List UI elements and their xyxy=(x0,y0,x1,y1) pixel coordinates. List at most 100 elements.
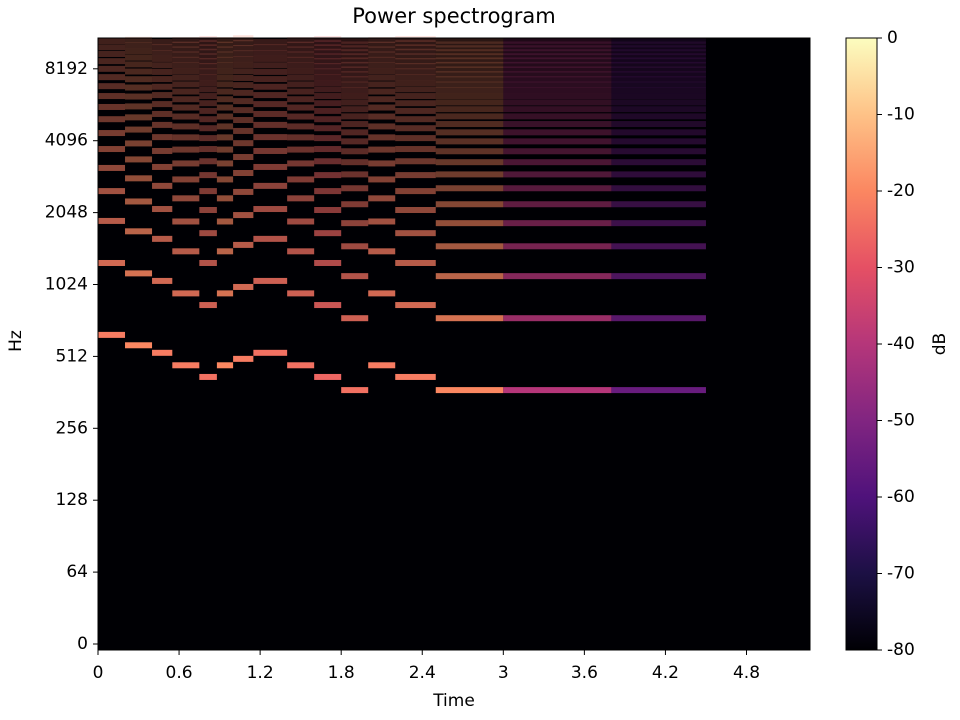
harmonic xyxy=(368,96,396,103)
x-tick-label: 1.2 xyxy=(247,663,274,683)
harmonic xyxy=(98,58,126,65)
fundamental xyxy=(368,362,396,369)
harmonic xyxy=(216,96,234,103)
harmonic xyxy=(287,218,315,225)
harmonic xyxy=(125,84,153,91)
harmonic xyxy=(233,212,254,219)
harmonic xyxy=(287,88,315,95)
harmonic xyxy=(314,125,342,132)
fundamental xyxy=(395,373,436,380)
harmonic xyxy=(368,88,396,95)
harmonic xyxy=(611,87,706,94)
harmonic xyxy=(125,175,153,182)
harmonic xyxy=(233,107,254,114)
harmonic xyxy=(253,182,288,189)
harmonic xyxy=(199,158,217,165)
harmonic xyxy=(503,243,612,250)
harmonic xyxy=(435,53,504,60)
harmonic xyxy=(253,83,288,90)
harmonic xyxy=(314,35,342,42)
harmonic xyxy=(611,76,706,83)
harmonic xyxy=(172,74,200,81)
harmonic xyxy=(98,146,126,153)
harmonic xyxy=(152,83,173,90)
harmonic xyxy=(368,176,396,183)
harmonic xyxy=(199,86,217,93)
harmonic xyxy=(216,68,234,75)
y-tick-label: 512 xyxy=(56,346,88,366)
harmonic xyxy=(314,188,342,195)
harmonic xyxy=(253,121,288,128)
harmonic xyxy=(314,172,342,179)
harmonic xyxy=(314,230,342,237)
harmonic xyxy=(314,48,342,55)
harmonic xyxy=(216,74,234,81)
harmonic xyxy=(611,41,706,48)
harmonic xyxy=(216,113,234,120)
harmonic xyxy=(152,235,173,242)
harmonic xyxy=(253,44,288,51)
harmonic xyxy=(341,138,369,145)
harmonic xyxy=(503,93,612,100)
harmonic xyxy=(395,135,436,142)
harmonic xyxy=(287,290,315,297)
plot-background xyxy=(98,38,810,650)
harmonic xyxy=(314,53,342,60)
harmonic xyxy=(125,114,153,121)
harmonic xyxy=(152,134,173,141)
harmonic xyxy=(253,134,288,141)
harmonic xyxy=(172,134,200,141)
harmonic xyxy=(216,176,234,183)
harmonic xyxy=(216,46,234,53)
harmonic xyxy=(368,113,396,120)
harmonic xyxy=(216,56,234,63)
harmonic xyxy=(395,93,436,100)
harmonic xyxy=(395,207,436,214)
harmonic xyxy=(368,81,396,88)
harmonic xyxy=(233,45,254,52)
harmonic xyxy=(368,51,396,58)
harmonic xyxy=(233,82,254,89)
harmonic xyxy=(199,259,217,266)
harmonic xyxy=(287,51,315,58)
harmonic xyxy=(98,93,126,100)
harmonic xyxy=(152,163,173,170)
harmonic xyxy=(253,101,288,108)
harmonic xyxy=(199,188,217,195)
harmonic xyxy=(368,56,396,63)
fundamental xyxy=(199,373,217,380)
x-tick-label: 1.8 xyxy=(328,663,355,683)
harmonic xyxy=(611,220,706,227)
harmonic xyxy=(503,129,612,136)
harmonic xyxy=(435,171,504,178)
harmonic xyxy=(395,188,436,195)
harmonic xyxy=(125,61,153,68)
harmonic xyxy=(395,158,436,165)
harmonic xyxy=(125,36,153,43)
harmonic xyxy=(503,138,612,145)
harmonic xyxy=(341,121,369,128)
harmonic xyxy=(435,159,504,166)
harmonic xyxy=(341,171,369,178)
harmonic xyxy=(395,44,436,51)
harmonic xyxy=(341,87,369,94)
harmonic xyxy=(152,76,173,83)
harmonic xyxy=(314,146,342,153)
harmonic xyxy=(216,290,234,297)
harmonic xyxy=(216,88,234,95)
harmonic xyxy=(233,127,254,134)
harmonic xyxy=(233,170,254,177)
harmonic xyxy=(368,218,396,225)
harmonic xyxy=(341,76,369,83)
fundamental xyxy=(98,331,126,338)
harmonic xyxy=(435,66,504,73)
harmonic xyxy=(233,117,254,124)
harmonic xyxy=(435,220,504,227)
x-tick-label: 3 xyxy=(498,663,509,683)
y-axis-label: Hz xyxy=(6,330,26,352)
x-tick-label: 0 xyxy=(93,663,104,683)
harmonic xyxy=(435,71,504,78)
harmonic xyxy=(152,39,173,46)
harmonic xyxy=(125,76,153,83)
